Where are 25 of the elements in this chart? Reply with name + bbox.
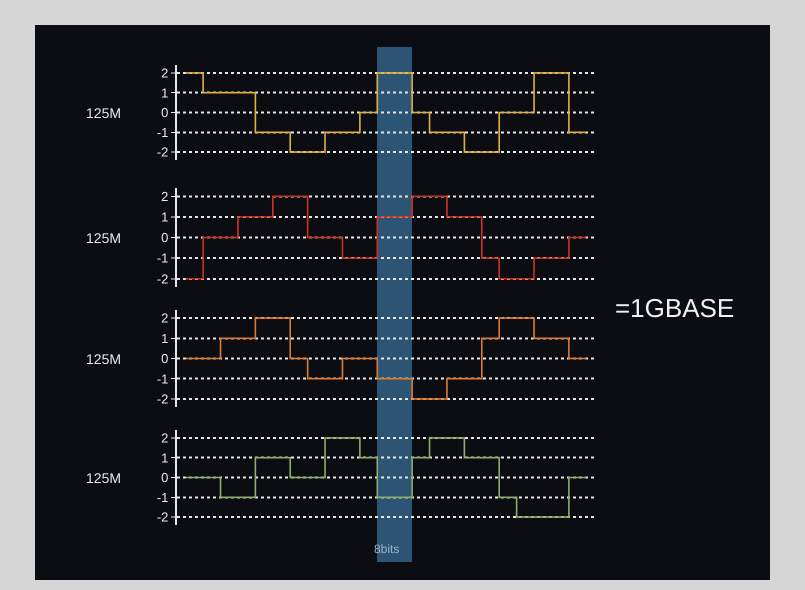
y-tick-label: -2	[156, 510, 168, 525]
y-tick-label: -2	[156, 391, 168, 406]
y-axis-title: 125M	[86, 470, 122, 486]
y-tick-label: 0	[161, 351, 168, 366]
text: =1GBASE	[615, 293, 734, 323]
y-tick-label: 2	[161, 65, 168, 80]
y-tick-label: 1	[161, 330, 168, 346]
y-axis-title: 125M	[86, 105, 122, 121]
y-tick-label: -1	[156, 124, 168, 140]
y-tick-label: 1	[161, 450, 168, 466]
y-tick-label: 2	[161, 188, 168, 204]
y-axis-title: 125M	[86, 351, 122, 367]
y-tick-label: -2	[156, 144, 168, 160]
y-tick-label: 0	[161, 470, 168, 486]
y-tick-label: 1	[161, 85, 168, 100]
y-tick-label: 1	[161, 209, 168, 224]
y-tick-label: 2	[161, 430, 168, 446]
y-tick-label: -1	[156, 490, 168, 505]
y-tick-label: -1	[156, 371, 168, 386]
y-tick-label: 0	[161, 230, 168, 246]
y-tick-label: 0	[161, 105, 168, 120]
y-axis-title: 125M	[86, 230, 122, 246]
y-tick-label: -2	[156, 271, 168, 286]
y-tick-label: 2	[161, 310, 168, 326]
y-tick-label: -1	[156, 250, 168, 266]
